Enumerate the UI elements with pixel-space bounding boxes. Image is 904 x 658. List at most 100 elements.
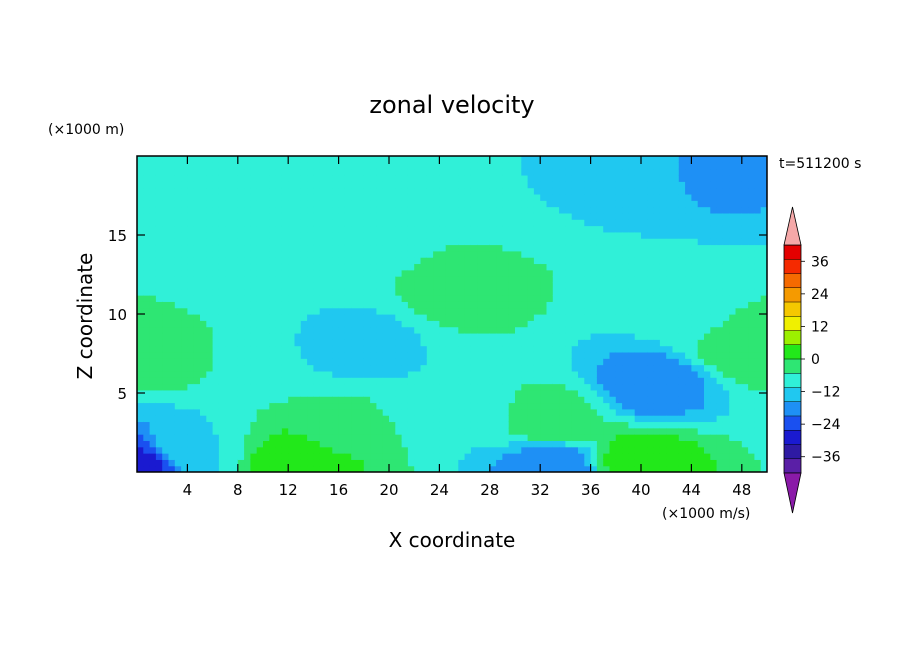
field-cell: [313, 200, 321, 208]
field-cell: [578, 370, 585, 378]
field-cell: [628, 358, 636, 366]
field-cell: [496, 288, 503, 296]
field-cell: [584, 187, 592, 195]
field-cell: [521, 427, 529, 435]
field-cell: [445, 427, 453, 435]
field-cell: [458, 358, 466, 366]
field-cell: [218, 263, 226, 271]
field-cell: [710, 421, 718, 429]
field-cell: [389, 162, 396, 170]
field-cell: [338, 276, 346, 283]
field-cell: [256, 446, 264, 454]
field-cell: [697, 276, 705, 283]
field-cell: [527, 332, 535, 340]
field-cell: [137, 402, 144, 410]
field-cell: [722, 174, 730, 182]
field-cell: [281, 282, 289, 290]
field-cell: [187, 257, 195, 265]
field-cell: [212, 212, 220, 220]
field-cell: [426, 339, 434, 347]
field-cell: [206, 383, 214, 391]
field-cell: [445, 238, 453, 246]
field-cell: [571, 314, 579, 321]
field-cell: [584, 377, 592, 385]
field-cell: [540, 440, 548, 448]
field-cell: [263, 206, 270, 214]
field-cell: [200, 288, 207, 296]
field-cell: [477, 351, 485, 359]
field-cell: [546, 307, 554, 315]
field-cell: [206, 440, 214, 448]
field-cell: [508, 314, 516, 321]
field-cell: [697, 200, 705, 208]
field-cell: [200, 193, 207, 201]
field-cell: [565, 434, 573, 441]
field-cell: [218, 408, 226, 416]
field-cell: [376, 244, 384, 252]
field-cell: [710, 181, 718, 189]
field-cell: [174, 206, 182, 214]
field-cell: [546, 206, 554, 214]
field-cell: [351, 206, 359, 214]
field-cell: [395, 269, 403, 277]
field-cell: [722, 345, 730, 353]
field-cell: [263, 427, 270, 435]
field-cell: [641, 332, 648, 340]
field-cell: [571, 263, 579, 271]
field-cell: [256, 206, 264, 214]
field-cell: [143, 434, 151, 441]
field-cell: [174, 193, 182, 201]
field-cell: [357, 332, 365, 340]
field-cell: [407, 212, 415, 220]
field-cell: [218, 257, 226, 265]
field-cell: [307, 415, 314, 423]
field-cell: [584, 370, 592, 378]
field-cell: [754, 396, 762, 404]
field-cell: [584, 295, 592, 302]
field-cell: [307, 288, 314, 296]
field-cell: [420, 326, 428, 334]
field-cell: [389, 276, 396, 283]
field-cell: [672, 307, 680, 315]
field-cell: [143, 269, 151, 277]
field-cell: [452, 200, 459, 208]
field-cell: [401, 174, 409, 182]
field-cell: [622, 200, 629, 208]
field-cell: [489, 187, 497, 195]
field-cell: [527, 181, 535, 189]
field-cell: [578, 434, 585, 441]
field-cell: [590, 465, 598, 472]
field-cell: [344, 168, 352, 176]
field-cell: [149, 206, 157, 214]
field-cell: [281, 396, 289, 404]
field-cell: [225, 421, 233, 429]
field-cell: [735, 402, 743, 410]
field-cell: [470, 326, 478, 334]
field-cell: [307, 370, 314, 378]
field-cell: [710, 434, 718, 441]
field-cell: [691, 446, 699, 454]
field-cell: [666, 408, 674, 416]
field-cell: [521, 307, 529, 315]
field-cell: [344, 238, 352, 246]
field-cell: [155, 162, 163, 170]
field-cell: [483, 193, 491, 201]
field-cell: [389, 434, 396, 441]
field-cell: [357, 263, 365, 271]
field-cell: [439, 339, 447, 347]
field-cell: [143, 295, 151, 302]
field-cell: [609, 269, 617, 277]
field-cell: [735, 396, 743, 404]
field-cell: [735, 345, 743, 353]
field-cell: [143, 156, 151, 163]
field-cell: [162, 389, 170, 397]
field-cell: [445, 269, 453, 277]
velocity-field: [137, 156, 767, 472]
field-cell: [237, 231, 245, 239]
field-cell: [578, 314, 585, 321]
field-cell: [294, 156, 302, 163]
field-cell: [628, 320, 636, 328]
field-cell: [420, 415, 428, 423]
field-cell: [269, 396, 277, 404]
field-cell: [647, 408, 655, 416]
